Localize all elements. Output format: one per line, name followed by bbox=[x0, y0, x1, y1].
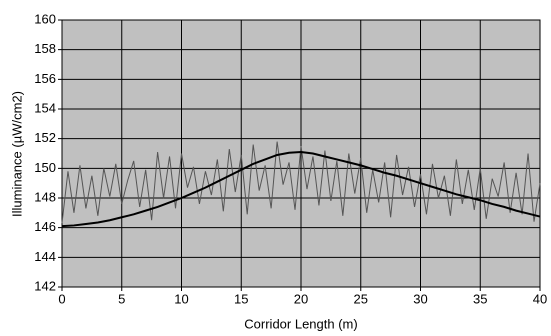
x-tick-label: 5 bbox=[118, 291, 125, 306]
x-tick-label: 15 bbox=[234, 291, 248, 306]
x-tick-label: 40 bbox=[533, 291, 547, 306]
x-tick-label: 0 bbox=[58, 291, 65, 306]
y-tick-label: 146 bbox=[34, 219, 56, 234]
x-tick-label: 20 bbox=[294, 291, 308, 306]
y-tick-label: 144 bbox=[34, 249, 56, 264]
y-tick-label: 150 bbox=[34, 160, 56, 175]
y-tick-label: 142 bbox=[34, 278, 56, 293]
y-axis-label: Illuminance (µW/cm2) bbox=[9, 91, 24, 217]
data-line bbox=[61, 151, 541, 228]
y-tick-label: 160 bbox=[34, 11, 56, 26]
x-axis-label: Corridor Length (m) bbox=[244, 316, 357, 331]
y-tick-label: 152 bbox=[34, 130, 56, 145]
x-tick-label: 30 bbox=[413, 291, 427, 306]
y-tick-label: 148 bbox=[34, 189, 56, 204]
y-tick-label: 156 bbox=[34, 71, 56, 86]
y-tick-label: 158 bbox=[34, 41, 56, 56]
x-tick-label: 25 bbox=[354, 291, 368, 306]
data-line bbox=[61, 141, 541, 224]
x-tick-label: 10 bbox=[174, 291, 188, 306]
x-tick-label: 35 bbox=[473, 291, 487, 306]
y-tick-label: 154 bbox=[34, 100, 56, 115]
